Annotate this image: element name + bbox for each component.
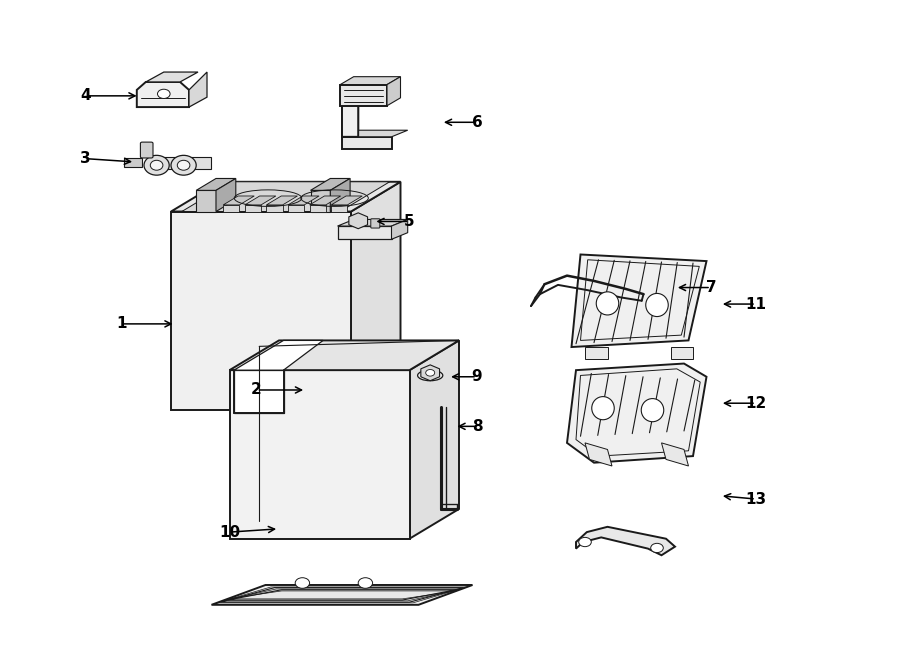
Polygon shape (310, 190, 330, 212)
Circle shape (158, 89, 170, 98)
Ellipse shape (592, 397, 614, 420)
Polygon shape (342, 99, 358, 137)
Polygon shape (171, 212, 351, 410)
Polygon shape (234, 370, 284, 413)
Polygon shape (340, 77, 400, 85)
Polygon shape (585, 347, 608, 359)
Ellipse shape (596, 292, 619, 315)
Polygon shape (662, 443, 688, 466)
Polygon shape (576, 527, 675, 555)
Circle shape (358, 578, 373, 588)
Polygon shape (310, 178, 350, 190)
Polygon shape (331, 196, 362, 205)
Text: 10: 10 (219, 525, 240, 539)
Polygon shape (189, 72, 207, 107)
FancyBboxPatch shape (140, 142, 153, 158)
Text: 9: 9 (472, 369, 482, 384)
Polygon shape (670, 347, 693, 359)
Ellipse shape (177, 161, 190, 170)
Polygon shape (245, 205, 261, 212)
Circle shape (426, 369, 435, 376)
Polygon shape (572, 254, 706, 347)
Ellipse shape (150, 161, 163, 170)
Polygon shape (310, 196, 340, 205)
Polygon shape (342, 130, 408, 137)
Polygon shape (234, 340, 323, 370)
Polygon shape (567, 364, 706, 463)
Text: 2: 2 (251, 383, 262, 397)
Ellipse shape (418, 370, 443, 381)
Polygon shape (220, 588, 464, 602)
Text: 8: 8 (472, 419, 482, 434)
Text: 12: 12 (745, 396, 767, 410)
Polygon shape (392, 219, 408, 239)
Polygon shape (146, 72, 198, 82)
Circle shape (651, 543, 663, 553)
Polygon shape (331, 205, 347, 212)
Polygon shape (342, 137, 392, 149)
Text: 4: 4 (80, 89, 91, 103)
Polygon shape (387, 77, 400, 106)
Text: 11: 11 (745, 297, 767, 311)
Text: 13: 13 (745, 492, 767, 506)
FancyBboxPatch shape (371, 219, 380, 228)
Polygon shape (216, 178, 236, 212)
Polygon shape (288, 205, 304, 212)
Polygon shape (137, 82, 189, 107)
Polygon shape (340, 85, 387, 106)
Polygon shape (124, 158, 142, 167)
Polygon shape (342, 99, 358, 137)
Circle shape (579, 537, 591, 547)
Polygon shape (196, 190, 216, 212)
Polygon shape (338, 219, 408, 226)
Polygon shape (230, 370, 410, 539)
Polygon shape (245, 196, 276, 205)
Circle shape (295, 578, 310, 588)
Polygon shape (288, 196, 320, 205)
Ellipse shape (641, 399, 664, 422)
Polygon shape (330, 178, 350, 212)
Text: 1: 1 (116, 317, 127, 331)
Polygon shape (266, 205, 283, 212)
Ellipse shape (171, 155, 196, 175)
Polygon shape (351, 182, 400, 410)
Polygon shape (310, 205, 326, 212)
Ellipse shape (646, 293, 668, 317)
Polygon shape (410, 340, 459, 539)
Ellipse shape (144, 155, 169, 175)
Polygon shape (230, 340, 459, 370)
Text: 7: 7 (706, 280, 716, 295)
Text: 3: 3 (80, 151, 91, 166)
Polygon shape (223, 205, 239, 212)
Polygon shape (338, 226, 392, 239)
Polygon shape (182, 182, 390, 212)
Polygon shape (212, 585, 473, 605)
Polygon shape (157, 157, 211, 169)
Text: 5: 5 (404, 214, 415, 229)
Text: 6: 6 (472, 115, 482, 130)
Polygon shape (585, 443, 612, 466)
Polygon shape (266, 196, 297, 205)
Polygon shape (196, 178, 236, 190)
Polygon shape (223, 196, 255, 205)
Polygon shape (171, 182, 400, 212)
